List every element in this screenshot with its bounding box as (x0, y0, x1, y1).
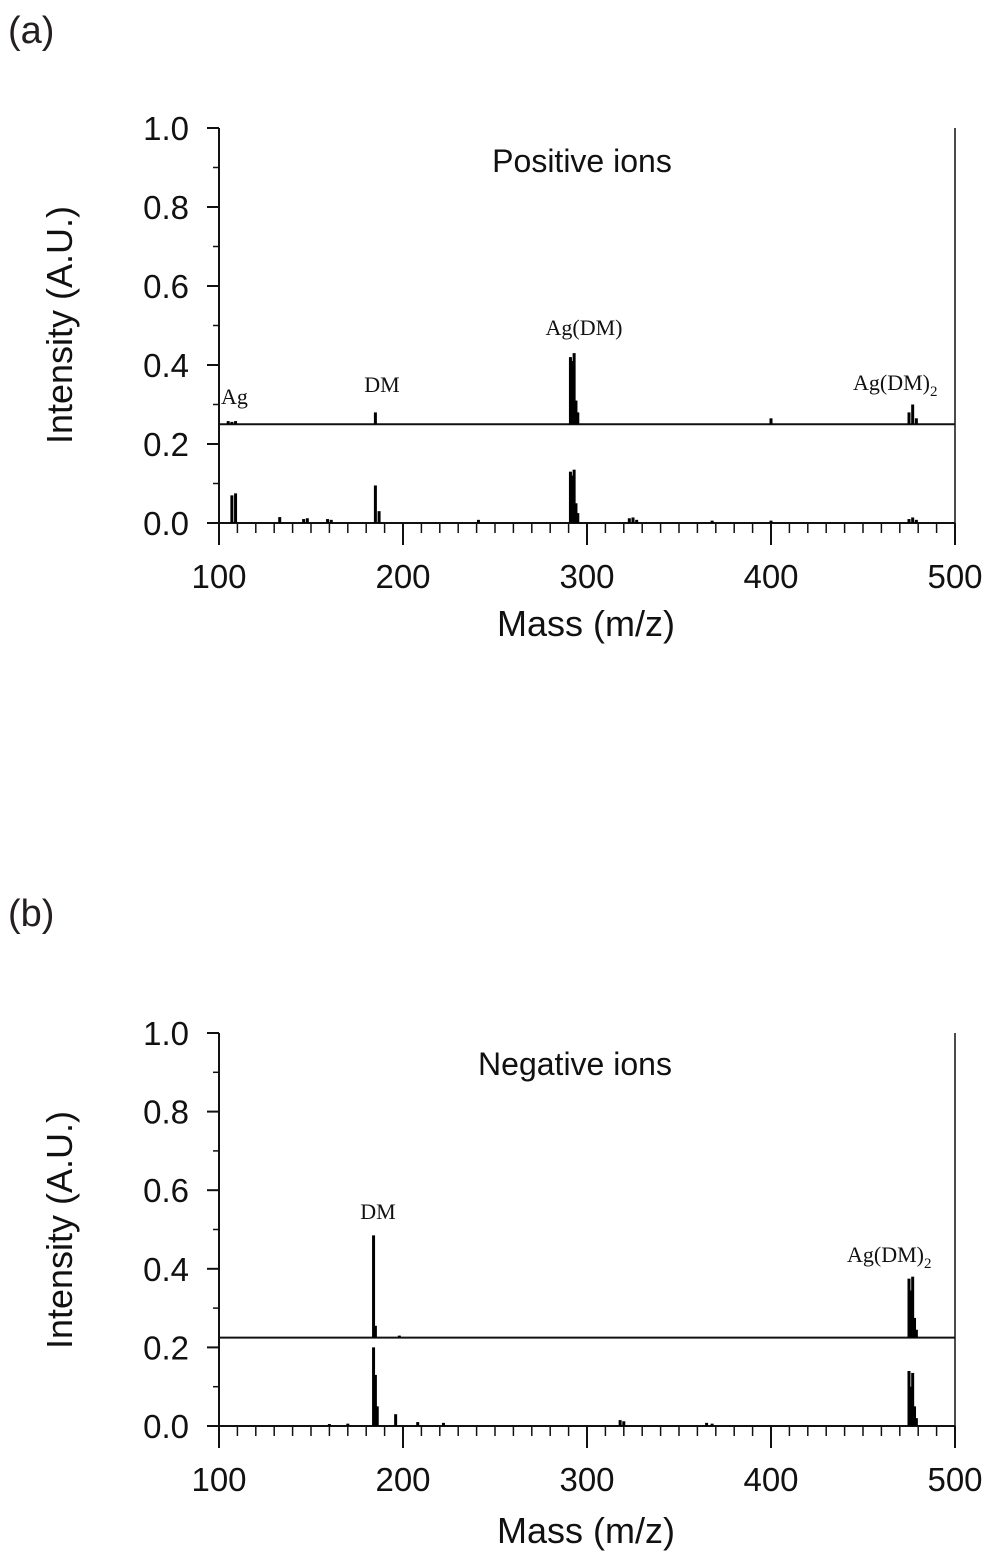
panel-b-y-tick-label: 0.0 (143, 1408, 189, 1445)
panel-b-y-axis-title: Intensity (A.U.) (39, 1111, 80, 1349)
panel-b-y-tick-label: 0.2 (143, 1329, 189, 1366)
panel-b-x-tick-label: 200 (375, 1461, 430, 1498)
panel-a-dm-label: DM (364, 372, 399, 397)
panel-a-y-tick-label: 1.0 (143, 110, 189, 147)
panel-a-x-tick-label: 500 (927, 558, 982, 595)
panel-a-agdm-label: Ag(DM) (546, 315, 623, 340)
panel-b-dm-label: DM (360, 1199, 395, 1224)
panel-b-x-axis-title: Mass (m/z) (497, 1510, 675, 1551)
panel-b-y-tick-label: 1.0 (143, 1015, 189, 1052)
panel-a-y-tick-label: 0.2 (143, 426, 189, 463)
panel-b-y-tick-label: 0.4 (143, 1251, 189, 1288)
panel-a-ag-label: Ag (221, 384, 248, 409)
panel-a-x-tick-label: 200 (375, 558, 430, 595)
panel-b-y-tick-label: 0.6 (143, 1172, 189, 1209)
panel-a-x-tick-label: 300 (559, 558, 614, 595)
panel-a-y-tick-label: 0.0 (143, 505, 189, 542)
panel-a-y-tick-label: 0.4 (143, 347, 189, 384)
panel-b-y-tick-label: 0.8 (143, 1094, 189, 1131)
panel-a-y-axis-title: Intensity (A.U.) (39, 206, 80, 444)
panel-b-agdm2-label: Ag(DM)2 (847, 1242, 932, 1272)
panel-a-x-tick-label: 400 (743, 558, 798, 595)
panel-a-y-tick-label: 0.8 (143, 189, 189, 226)
panel-a-title: Positive ions (492, 143, 672, 179)
panel-b-x-tick-label: 100 (191, 1461, 246, 1498)
panel-a-y-tick-label: 0.6 (143, 268, 189, 305)
panel-a-agdm2-label: Ag(DM)2 (853, 370, 938, 400)
panel-b-title: Negative ions (478, 1046, 672, 1082)
panel-b-x-tick-label: 400 (743, 1461, 798, 1498)
panel-b-label: (b) (8, 893, 55, 935)
panel-a-label: (a) (8, 10, 55, 52)
panel-a-x-axis-title: Mass (m/z) (497, 603, 675, 644)
panel-b-x-tick-label: 300 (559, 1461, 614, 1498)
panel-b-x-tick-label: 500 (927, 1461, 982, 1498)
panel-a-x-tick-label: 100 (191, 558, 246, 595)
